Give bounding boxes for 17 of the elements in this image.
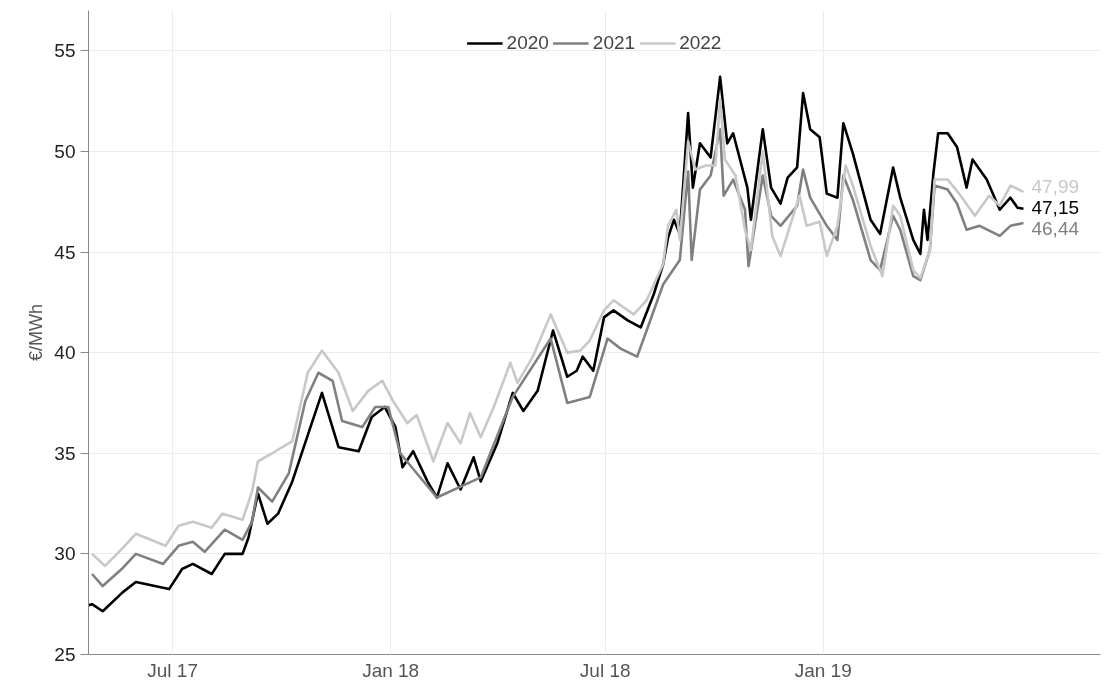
x-tick-label: Jul 17 (147, 659, 198, 681)
x-tick-label: Jan 18 (362, 659, 420, 681)
y-tick-label: 25 (54, 644, 76, 665)
annotation: 47,15 (1031, 197, 1080, 219)
legend-label: 2022 (679, 32, 722, 54)
legend-label: 2021 (592, 32, 636, 54)
y-tick-label: 45 (54, 241, 76, 263)
legend-label: 2020 (506, 32, 549, 54)
y-tick-label: 55 (54, 40, 76, 62)
annotation: 46,44 (1031, 218, 1080, 240)
x-tick-label: Jul 18 (579, 659, 631, 681)
y-tick-label: 50 (54, 140, 76, 162)
y-axis-title: €/MWh (26, 303, 47, 361)
x-tick-label: Jan 19 (794, 659, 852, 681)
y-tick-label: 30 (54, 543, 76, 565)
y-tick-label: 40 (54, 342, 76, 364)
y-tick-label: 35 (54, 442, 76, 464)
